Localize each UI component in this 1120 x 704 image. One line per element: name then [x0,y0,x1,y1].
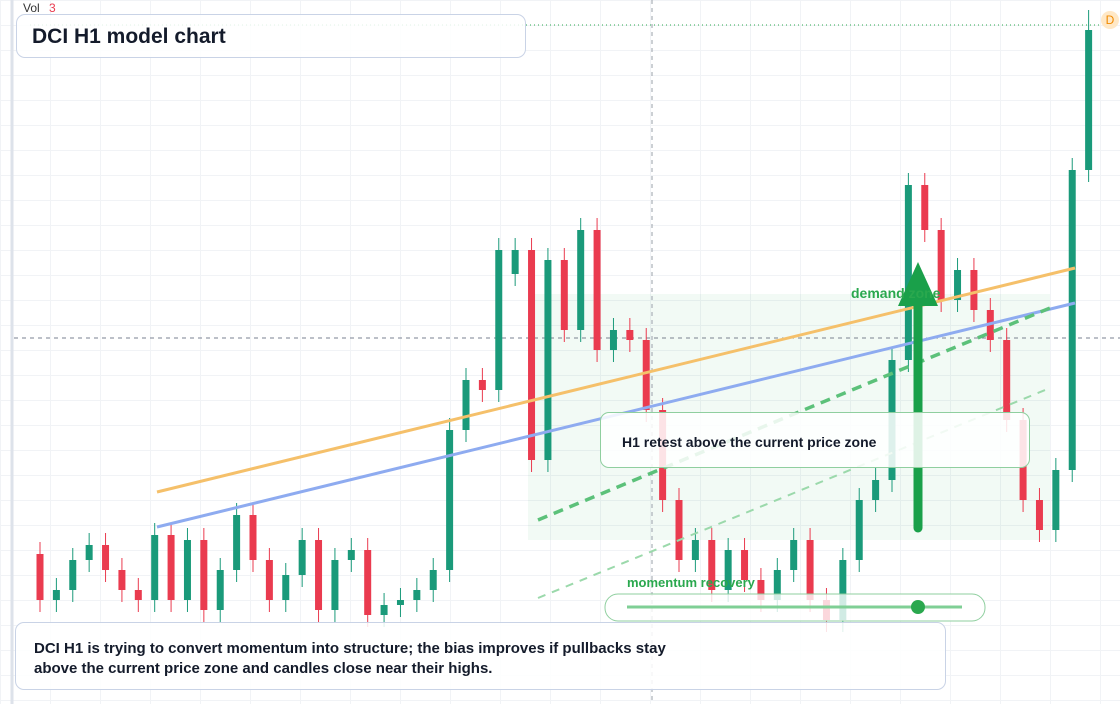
candle-body [822,600,830,620]
badge: D [1101,11,1119,29]
candle-body [609,330,617,350]
candle-body [708,540,716,590]
candle-body [151,535,159,600]
candle-body [724,550,732,590]
candle-body [790,540,798,570]
volume-value: 3 [49,1,56,15]
candle-body [675,500,683,560]
candle-body [233,515,241,570]
candle-body [85,545,93,560]
candle-body [937,230,945,300]
candle-body [364,550,372,615]
note: DCI H1 is trying to convert momentum int… [15,622,946,690]
note-text: DCI H1 is trying to convert momentum int… [34,640,666,677]
candle-body [331,560,339,610]
candle-body [429,570,437,590]
candle-body [1003,340,1011,420]
candle-body [52,590,60,600]
projection [537,387,1051,599]
candle-body [904,185,912,360]
candle-body [773,570,781,600]
candle-body [577,230,585,330]
volume-label: Vol [23,1,40,15]
candle-body [167,535,175,600]
candle-body [265,560,273,600]
candle-body [1085,30,1093,170]
candle-body [102,545,110,570]
candle-body [970,270,978,310]
candle-body [118,570,126,590]
candle-body [282,575,290,600]
candle-body [183,540,191,600]
candle-body [380,605,388,615]
candle-body [478,380,486,390]
candle-body [347,550,355,560]
candle-body [954,270,962,300]
chart-title: DCI H1 model chart [16,14,526,58]
candle-body [511,250,519,274]
candle-body [1052,470,1060,530]
candle-body [593,230,601,350]
candle-body [249,515,257,560]
candle-body [1068,170,1076,470]
momentum-label: momentum recovery [627,575,755,590]
candle-body [855,500,863,560]
candle-body [544,260,552,460]
candle-body [806,540,814,600]
candle-body [36,554,44,600]
candle-body [626,330,634,340]
zone-label: demand zone [851,285,941,301]
candle-body [298,540,306,575]
candle-body [921,185,929,230]
candle-body [495,250,503,390]
candle-body [1035,500,1043,530]
annotation: H1 retest above the current price zone [600,412,1030,468]
candle-body [642,340,650,410]
candle-body [69,560,77,590]
candle-body [446,430,454,570]
candle-body [396,600,404,605]
candle-body [134,590,142,600]
candle-body [872,480,880,500]
candle-body [839,560,847,620]
candle-body [757,580,765,600]
candle-body [315,540,323,610]
candle-body [528,250,536,460]
candle-body [560,260,568,330]
candle-body [413,590,421,600]
candle-body [691,540,699,560]
candle-body [200,540,208,610]
candle-body [462,380,470,430]
arrow-head [898,262,938,306]
candle-body [216,570,224,610]
candle-body [741,550,749,580]
